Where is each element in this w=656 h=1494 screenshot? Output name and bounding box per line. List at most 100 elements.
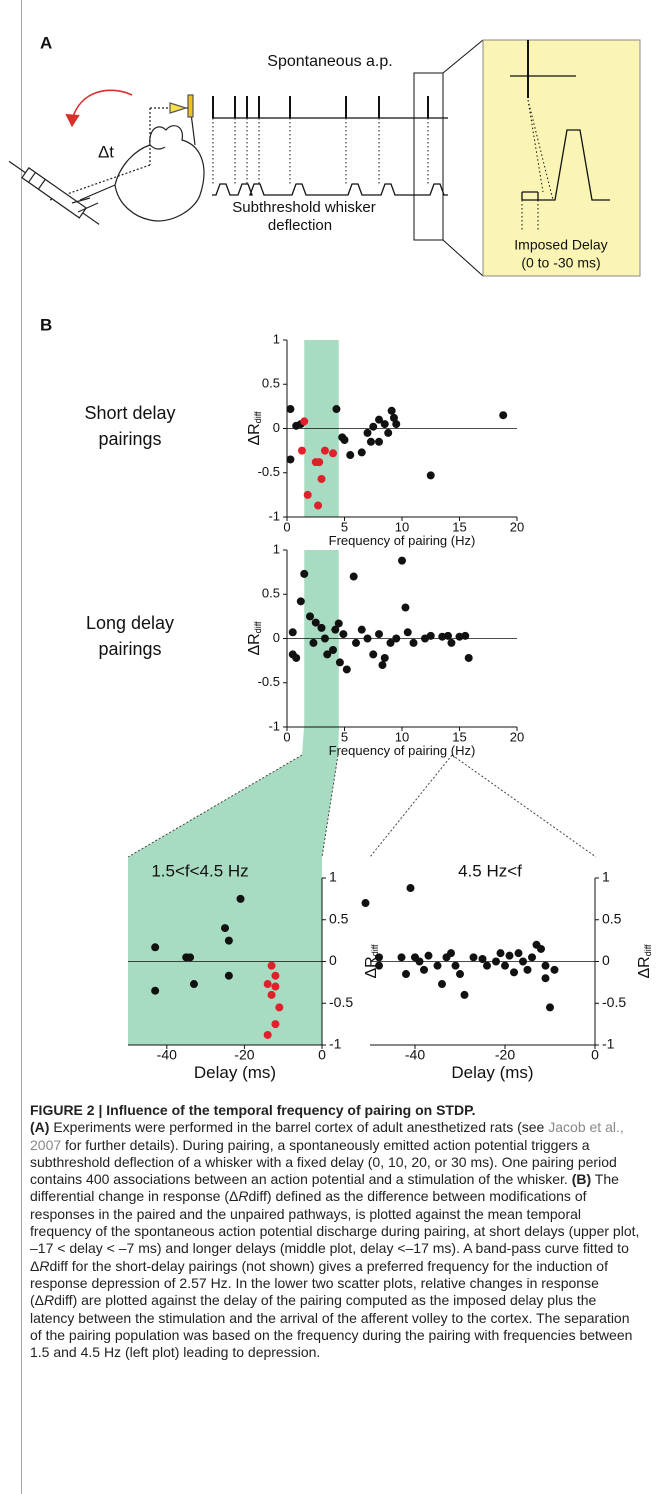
y-axis-label-sub: diff: [253, 621, 263, 633]
data-point: [341, 436, 349, 444]
caption-text: Experiments were performed in the barrel…: [49, 1119, 548, 1135]
data-point: [237, 895, 245, 903]
data-point: [401, 604, 409, 612]
y-tick-label: -1: [602, 1036, 615, 1052]
data-point: [268, 962, 276, 970]
data-point: [444, 632, 452, 640]
x-tick-label: -20: [234, 1047, 254, 1063]
x-tick-label: -20: [495, 1047, 515, 1063]
data-point: [483, 962, 491, 970]
data-point: [336, 658, 344, 666]
data-point: [275, 1003, 283, 1011]
data-point: [352, 639, 360, 647]
data-point: [515, 949, 523, 957]
y-tick-label: 0: [602, 952, 610, 968]
y-tick-label: 0.5: [329, 910, 349, 926]
y-tick-label: 1: [602, 869, 610, 885]
data-point: [447, 639, 455, 647]
data-point: [551, 966, 559, 974]
data-point: [524, 966, 532, 974]
y-tick-label: 1: [329, 869, 337, 885]
data-point: [479, 955, 487, 963]
page: { "panel_a": { "label": "A", "title": "S…: [0, 0, 656, 1494]
data-point: [447, 949, 455, 957]
data-point: [546, 1003, 554, 1011]
data-point: [381, 654, 389, 662]
y-tick-label: 1: [273, 331, 280, 346]
y-axis-label-main: ΔR: [246, 633, 263, 655]
x-tick-label: -40: [405, 1047, 425, 1063]
inset-label: (0 to -30 ms): [521, 255, 600, 271]
data-point: [151, 943, 159, 951]
data-point: [456, 970, 464, 978]
data-point: [225, 972, 233, 980]
data-point: [461, 991, 469, 999]
data-point: [452, 962, 460, 970]
data-point: [271, 972, 279, 980]
plot-background: [128, 857, 322, 1045]
figure-caption: FIGURE 2 | Influence of the temporal fre…: [30, 1102, 642, 1361]
delta-t-label: Δt: [98, 142, 114, 161]
data-point: [404, 628, 412, 636]
caption-text: (B): [572, 1171, 591, 1187]
data-point: [221, 924, 229, 932]
x-tick-label: 0: [283, 729, 290, 744]
x-axis-label: Frequency of pairing (Hz): [329, 743, 476, 758]
data-point: [465, 654, 473, 662]
data-point: [297, 597, 305, 605]
y-tick-label: 0: [273, 630, 280, 645]
data-point: [375, 630, 383, 638]
data-point: [369, 423, 377, 431]
lower-label: deflection: [268, 217, 332, 234]
data-point: [298, 447, 306, 455]
x-tick-label: 0: [591, 1047, 599, 1063]
y-tick-label: 0: [329, 952, 337, 968]
data-point: [510, 968, 518, 976]
data-point: [375, 953, 383, 961]
caption-text: R: [44, 1292, 54, 1308]
y-tick-label: 0.5: [262, 586, 280, 601]
data-point: [309, 639, 317, 647]
data-point: [151, 987, 159, 995]
data-point: [392, 635, 400, 643]
data-point: [388, 407, 396, 415]
data-point: [492, 958, 500, 966]
y-tick-label: -1: [329, 1036, 342, 1052]
data-point: [470, 953, 478, 961]
y-tick-label: 0.5: [602, 910, 622, 926]
data-point: [378, 661, 386, 669]
data-point: [375, 438, 383, 446]
data-point: [268, 991, 276, 999]
x-tick-label: 0: [318, 1047, 326, 1063]
data-point: [300, 570, 308, 578]
data-point: [410, 639, 418, 647]
data-point: [315, 458, 323, 466]
y-axis-label-main: ΔR: [246, 423, 263, 445]
data-point: [186, 953, 194, 961]
data-point: [292, 654, 300, 662]
data-point: [362, 899, 370, 907]
data-point: [497, 949, 505, 957]
data-point: [519, 958, 527, 966]
chart-title: pairings: [98, 429, 161, 449]
data-point: [407, 884, 415, 892]
zoom-fill: [128, 727, 339, 857]
y-tick-label: -0.5: [258, 464, 280, 479]
x-axis-label: Delay (ms): [451, 1063, 533, 1082]
traces: [212, 40, 483, 276]
y-tick-label: -0.5: [258, 674, 280, 689]
data-point: [392, 420, 400, 428]
data-point: [402, 970, 410, 978]
x-tick-label: 20: [510, 729, 524, 744]
data-point: [335, 619, 343, 627]
data-point: [416, 958, 424, 966]
x-axis-label: Delay (ms): [194, 1063, 276, 1082]
data-point: [427, 471, 435, 479]
y-axis-label-sub: diff: [643, 944, 653, 956]
caption-text: R: [238, 1188, 248, 1204]
data-point: [304, 491, 312, 499]
x-tick-label: -40: [157, 1047, 177, 1063]
data-point: [321, 447, 329, 455]
data-point: [506, 952, 514, 960]
